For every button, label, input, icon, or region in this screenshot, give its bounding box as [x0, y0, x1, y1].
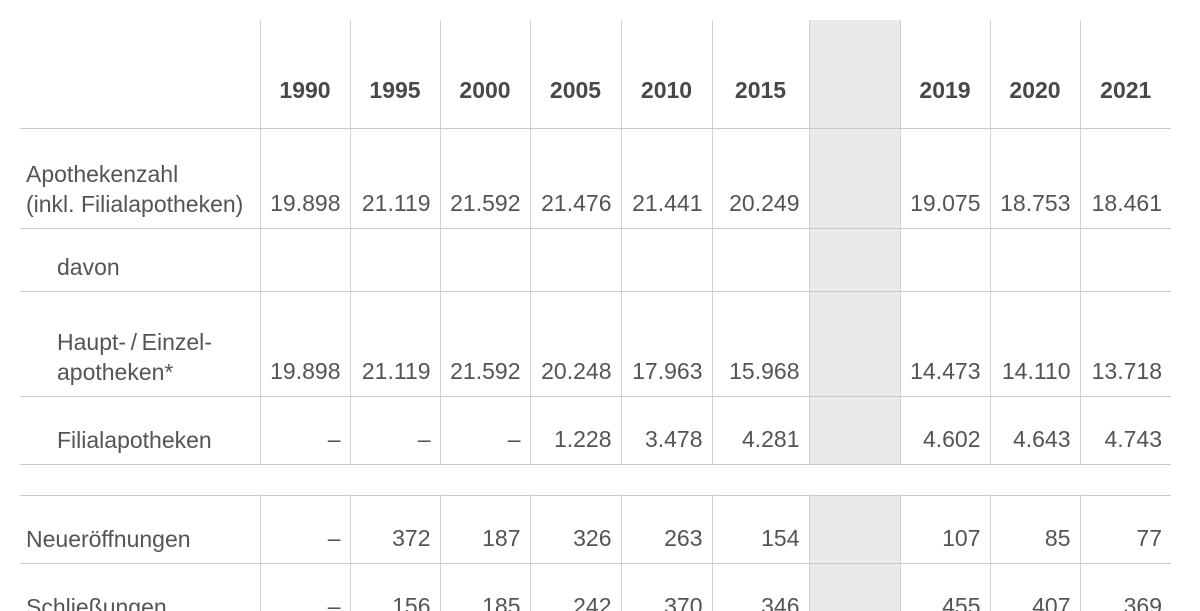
data-cell: 15.968 [712, 291, 810, 397]
data-cell: 156 [350, 563, 441, 611]
data-cell: 21.119 [350, 128, 441, 229]
table-row: davon [20, 228, 1171, 292]
row-label: Haupt- / Einzel-apotheken* [20, 291, 261, 397]
separator-band-cell [808, 495, 901, 564]
data-cell: 20.248 [530, 291, 622, 397]
data-cell: 154 [712, 495, 810, 564]
data-cell: 21.119 [350, 291, 441, 397]
data-cell: 14.473 [900, 291, 991, 397]
column-header-2015: 2015 [712, 20, 810, 129]
pharmacy-changes-table: Neueröffnungen –372 187 326 263 154 107 85 77 Sch… [20, 495, 1171, 611]
separator-band-cell [808, 228, 901, 292]
data-cell [712, 228, 810, 292]
data-cell: 4.643 [990, 396, 1081, 465]
data-cell: 21.476 [530, 128, 622, 229]
data-cell: 1.228 [530, 396, 622, 465]
data-cell: 18.753 [990, 128, 1081, 229]
column-header-2020: 2020 [990, 20, 1081, 129]
data-cell: – [260, 495, 351, 564]
column-header-2000: 2000 [440, 20, 531, 129]
data-cell: 3.478 [621, 396, 713, 465]
data-cell: 19.898 [260, 128, 351, 229]
column-header-2021: 2021 [1080, 20, 1171, 129]
data-cell: – [260, 563, 351, 611]
year-header-row: 1990 1995 2000 2005 2010 2015 2019 2020 2021 [20, 20, 1171, 129]
data-cell: 263 [621, 495, 713, 564]
pharmacy-changes-body: Neueröffnungen –372 187 326 263 154 107 85 77 Sch… [20, 495, 1171, 611]
row-label-line: Schließungen [26, 594, 167, 611]
table-row: Schließungen –156 185 242 370 346 455 407 369 [20, 563, 1171, 611]
table-row: Filialapotheken – – –1.228 3.478 4.281 4.602 4.… [20, 396, 1171, 465]
data-cell: 19.075 [900, 128, 991, 229]
column-header-1995: 1995 [350, 20, 441, 129]
data-cell [900, 228, 991, 292]
table-row: Haupt- / Einzel-apotheken* 19.898 21.119 21… [20, 291, 1171, 397]
pharmacy-count-body: Apothekenzahl (inkl. Filialapotheken) 19.8… [20, 128, 1171, 465]
row-label: Neueröffnungen [20, 495, 261, 564]
data-cell: 20.249 [712, 128, 810, 229]
data-cell [440, 228, 531, 292]
column-header-2010: 2010 [621, 20, 713, 129]
data-cell: 187 [440, 495, 531, 564]
row-label: Schließungen [20, 563, 261, 611]
table-row: Neueröffnungen –372 187 326 263 154 107 85 77 [20, 495, 1171, 564]
data-cell: 242 [530, 563, 622, 611]
data-cell: 18.461 [1080, 128, 1171, 229]
corner-cell [20, 20, 261, 129]
table-row: Apothekenzahl (inkl. Filialapotheken) 19.8… [20, 128, 1171, 229]
data-cell: 21.441 [621, 128, 713, 229]
column-header-2019: 2019 [900, 20, 991, 129]
pharmacy-count-table: 1990 1995 2000 2005 2010 2015 2019 2020 2021 Apo… [20, 20, 1171, 465]
row-label-line: Haupt- / Einzel- [57, 329, 212, 355]
row-label-line: Neueröffnungen [26, 526, 191, 552]
data-cell [621, 228, 713, 292]
data-cell: 370 [621, 563, 713, 611]
data-cell: 85 [990, 495, 1081, 564]
data-cell: 4.281 [712, 396, 810, 465]
data-cell [350, 228, 441, 292]
data-cell: – [260, 396, 351, 465]
row-label: Filialapotheken [20, 396, 261, 465]
data-cell: – [350, 396, 441, 465]
row-label: davon [20, 228, 261, 292]
data-cell: 21.592 [440, 128, 531, 229]
data-cell: 4.602 [900, 396, 991, 465]
data-cell: 19.898 [260, 291, 351, 397]
data-cell [1080, 228, 1171, 292]
column-header-1990: 1990 [260, 20, 351, 129]
data-cell: – [440, 396, 531, 465]
data-cell: 14.110 [990, 291, 1081, 397]
data-cell: 326 [530, 495, 622, 564]
separator-band-cell [808, 291, 901, 397]
row-label-line: apotheken* [57, 359, 174, 385]
data-cell: 21.592 [440, 291, 531, 397]
separator-band-cell [808, 396, 901, 465]
data-cell: 407 [990, 563, 1081, 611]
row-label: Apothekenzahl (inkl. Filialapotheken) [20, 128, 261, 229]
data-cell: 17.963 [621, 291, 713, 397]
data-cell: 4.743 [1080, 396, 1171, 465]
data-cell: 185 [440, 563, 531, 611]
column-header-2005: 2005 [530, 20, 622, 129]
row-label-line: davon [57, 254, 120, 280]
separator-band-header-cell [808, 20, 901, 129]
data-cell: 77 [1080, 495, 1171, 564]
data-cell [530, 228, 622, 292]
data-cell: 107 [900, 495, 991, 564]
data-cell [990, 228, 1081, 292]
data-cell: 369 [1080, 563, 1171, 611]
separator-band-cell [808, 563, 901, 611]
row-label-line: (inkl. Filialapotheken) [26, 191, 244, 217]
row-label-line: Apothekenzahl [26, 161, 179, 187]
row-label-line: Filialapotheken [57, 427, 212, 453]
data-cell [260, 228, 351, 292]
data-cell: 13.718 [1080, 291, 1171, 397]
header-row: 1990 1995 2000 2005 2010 2015 2019 2020 2021 [20, 20, 1171, 129]
data-cell: 455 [900, 563, 991, 611]
data-cell: 346 [712, 563, 810, 611]
data-cell: 372 [350, 495, 441, 564]
separator-band-cell [808, 128, 901, 229]
